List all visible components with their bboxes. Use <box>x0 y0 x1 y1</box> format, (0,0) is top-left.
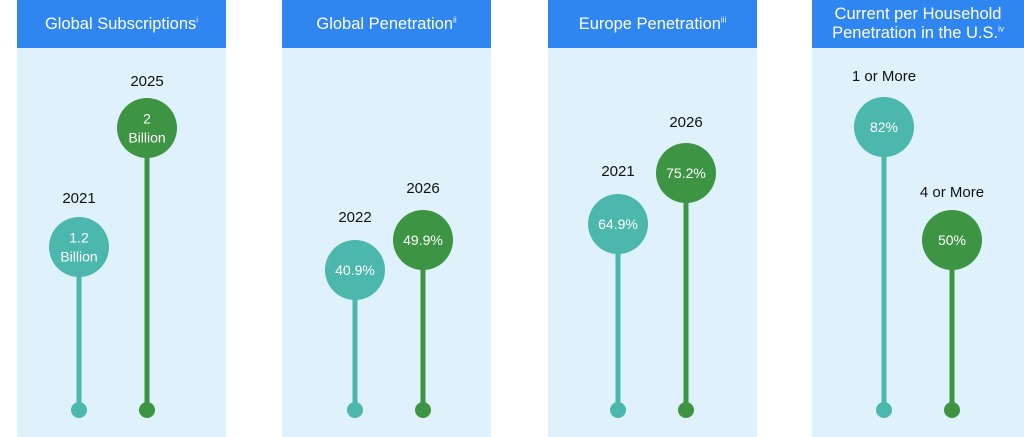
stem-base-dot <box>415 402 431 418</box>
category-label: 2021 <box>62 190 95 207</box>
lollipop-2022: 40.9% 2022 <box>325 209 385 418</box>
value-label: 2 <box>143 111 151 127</box>
value-label: 50% <box>938 232 966 248</box>
value-label: 75.2% <box>666 165 706 181</box>
panel-global-subscriptions: Global Subscriptionsi 1.2 Billion 2021 2 Bil… <box>17 0 226 437</box>
panel-global-penetration: Global Penetrationii 40.9% 2022 49.9% 2026 <box>282 0 491 437</box>
panel-title: Current per Household Penetration in the… <box>812 0 1024 48</box>
lollipop-2021: 64.9% 2021 <box>588 163 648 418</box>
lollipop-chart: 40.9% 2022 49.9% 2026 <box>325 180 453 418</box>
panel-title: Europe Penetrationiii <box>548 0 757 48</box>
category-label: 1 or More <box>852 68 916 85</box>
panel-europe-penetration: Europe Penetrationiii 64.9% 2021 75.2% 2026 <box>548 0 757 437</box>
lollipop-2025: 2 Billion 2025 <box>117 73 177 418</box>
category-label: 4 or More <box>920 184 984 201</box>
category-label: 2026 <box>406 180 439 197</box>
stem-base-dot <box>944 402 960 418</box>
value-bubble <box>588 194 648 254</box>
category-label: 2025 <box>130 73 163 90</box>
lollipop-chart: 1.2 Billion 2021 2 Billion 2025 <box>49 73 177 418</box>
value-label: Billion <box>128 130 165 146</box>
lollipop-chart: 64.9% 2021 75.2% 2026 <box>588 114 716 418</box>
value-label: 49.9% <box>403 232 443 248</box>
stem-base-dot <box>610 402 626 418</box>
lollipop-2026: 49.9% 2026 <box>393 180 453 418</box>
value-label: Billion <box>60 249 97 265</box>
lollipop-2026: 75.2% 2026 <box>656 114 716 418</box>
stem-base-dot <box>71 402 87 418</box>
lollipop-2021: 1.2 Billion 2021 <box>49 190 109 418</box>
value-bubble <box>656 143 716 203</box>
lollipop-4-or-more: 50% 4 or More <box>920 184 984 418</box>
stem-base-dot <box>876 402 892 418</box>
lollipop-1-or-more: 82% 1 or More <box>852 68 916 418</box>
value-bubble <box>922 210 982 270</box>
value-bubble <box>117 98 177 158</box>
value-label: 82% <box>870 119 898 135</box>
value-label: 1.2 <box>69 230 89 246</box>
value-bubble <box>854 97 914 157</box>
stem-base-dot <box>678 402 694 418</box>
value-bubble <box>393 210 453 270</box>
stem-base-dot <box>139 402 155 418</box>
panel-title: Global Penetrationii <box>282 0 491 48</box>
category-label: 2026 <box>669 114 702 131</box>
value-label: 64.9% <box>598 216 638 232</box>
panel-title: Global Subscriptionsi <box>17 0 226 48</box>
lollipop-chart: 82% 1 or More 50% 4 or More <box>852 68 984 418</box>
value-label: 40.9% <box>335 262 375 278</box>
panel-household-penetration: Current per Household Penetration in the… <box>812 0 1024 437</box>
value-bubble <box>325 240 385 300</box>
category-label: 2021 <box>601 163 634 180</box>
value-bubble <box>49 217 109 277</box>
category-label: 2022 <box>338 209 371 226</box>
stem-base-dot <box>347 402 363 418</box>
